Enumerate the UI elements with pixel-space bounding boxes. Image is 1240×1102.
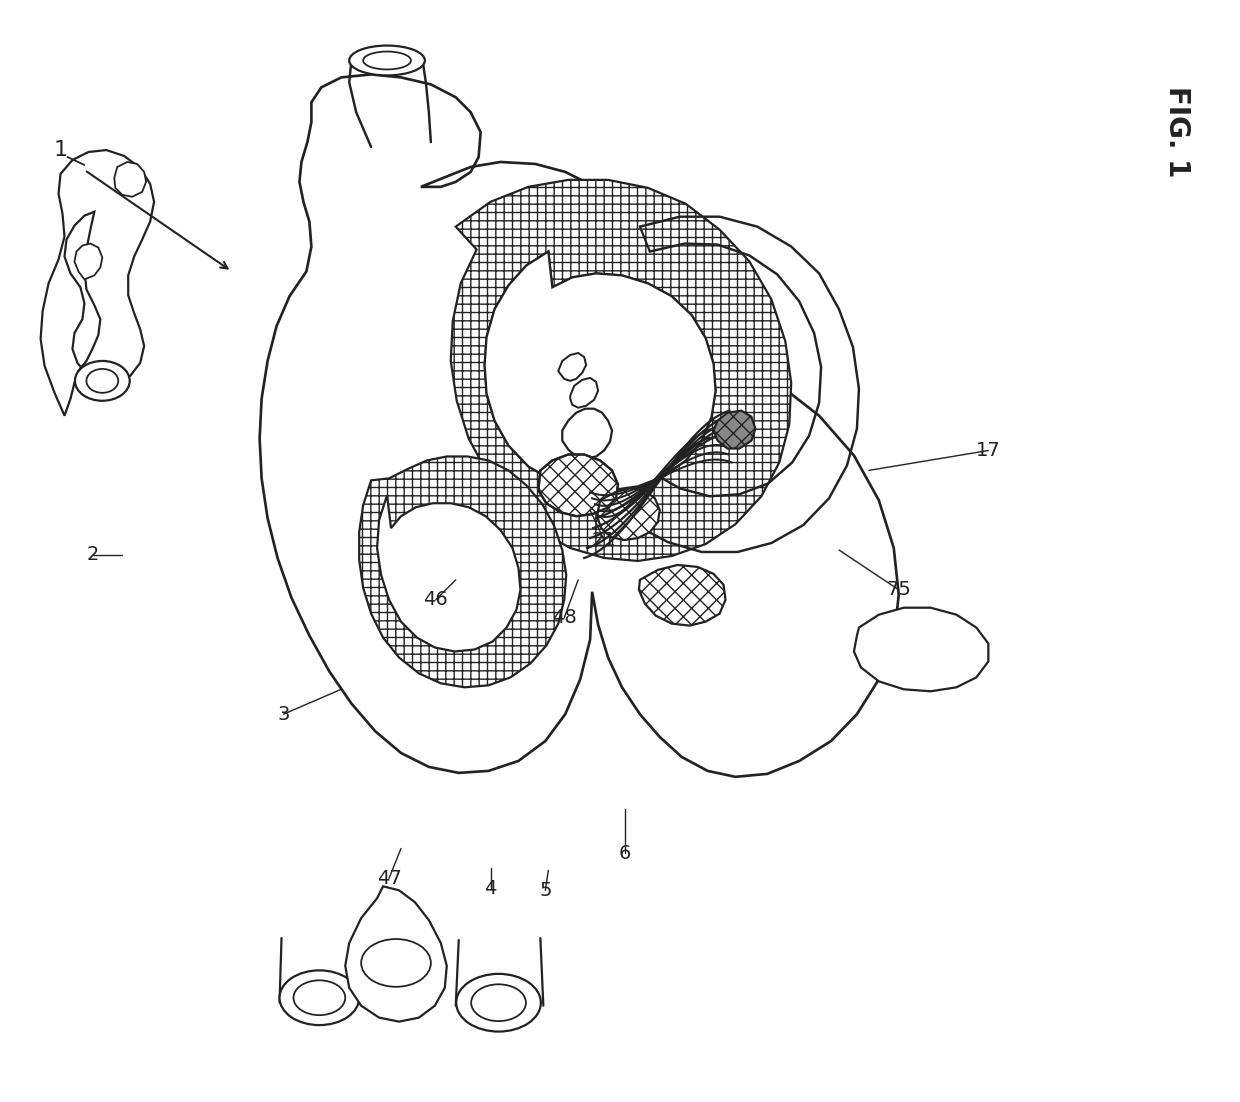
Polygon shape xyxy=(259,75,899,777)
Polygon shape xyxy=(713,411,755,449)
Text: 46: 46 xyxy=(423,591,448,609)
Text: 5: 5 xyxy=(539,880,552,899)
Polygon shape xyxy=(451,180,791,561)
Ellipse shape xyxy=(361,939,430,986)
Text: 4: 4 xyxy=(485,878,497,898)
Text: 2: 2 xyxy=(87,545,98,564)
Ellipse shape xyxy=(471,984,526,1022)
Polygon shape xyxy=(114,162,146,197)
Text: 17: 17 xyxy=(976,441,1001,460)
Polygon shape xyxy=(562,409,613,458)
Polygon shape xyxy=(485,251,715,490)
Ellipse shape xyxy=(279,971,360,1025)
Polygon shape xyxy=(538,454,618,516)
Text: 48: 48 xyxy=(552,608,577,627)
Polygon shape xyxy=(360,456,567,688)
Text: 6: 6 xyxy=(619,844,631,863)
Ellipse shape xyxy=(74,361,130,401)
Ellipse shape xyxy=(456,974,541,1031)
Text: 21: 21 xyxy=(591,530,616,550)
Ellipse shape xyxy=(350,45,425,75)
Text: 75: 75 xyxy=(887,581,911,599)
Polygon shape xyxy=(639,565,725,626)
Text: 47: 47 xyxy=(377,868,402,888)
Polygon shape xyxy=(598,488,660,540)
Polygon shape xyxy=(74,244,103,280)
Polygon shape xyxy=(41,150,154,415)
Text: 3: 3 xyxy=(278,704,290,724)
Polygon shape xyxy=(485,251,715,490)
Ellipse shape xyxy=(87,369,118,392)
Text: 1: 1 xyxy=(53,140,68,160)
Ellipse shape xyxy=(294,981,345,1015)
Ellipse shape xyxy=(363,52,410,69)
Polygon shape xyxy=(570,378,598,408)
Polygon shape xyxy=(854,607,988,691)
Polygon shape xyxy=(377,495,521,651)
Polygon shape xyxy=(345,886,446,1022)
Polygon shape xyxy=(558,353,587,381)
Text: FIG. 1: FIG. 1 xyxy=(1163,86,1192,177)
